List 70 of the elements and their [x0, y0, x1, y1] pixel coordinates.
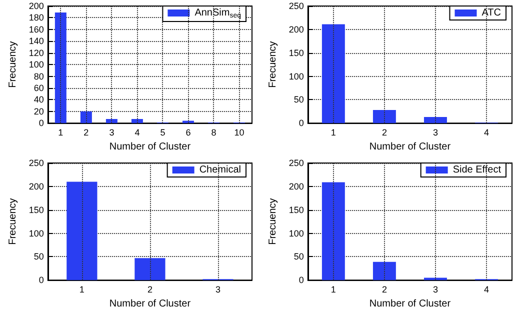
y-tick-label: 150	[28, 204, 44, 215]
bar	[131, 119, 143, 124]
bar	[80, 111, 92, 124]
x-axis-title: Number of Cluster	[109, 142, 192, 152]
y-tick-label: 0	[38, 275, 44, 286]
y-tick-label: 150	[288, 204, 304, 215]
x-tick-label: 3	[432, 284, 438, 295]
x-tick-label: 4	[134, 128, 140, 138]
y-tick-label: 50	[294, 94, 304, 105]
y-tick-label: 0	[38, 118, 44, 128]
bar	[372, 262, 396, 280]
y-tick-label: 40	[34, 94, 44, 105]
y-tick-label: 0	[298, 275, 304, 286]
bar	[372, 110, 396, 124]
x-tick-label: 1	[330, 128, 336, 138]
y-tick-label: 120	[28, 48, 44, 58]
x-tick-label: 1	[79, 284, 84, 295]
y-tick-label: 100	[28, 228, 44, 238]
y-tick-label: 180	[28, 12, 44, 23]
y-tick-label: 100	[288, 228, 304, 238]
y-tick-label: 200	[288, 24, 304, 34]
x-axis-title: Number of Cluster	[369, 298, 452, 310]
x-tick-label: 2	[382, 284, 387, 295]
y-tick-label: 50	[294, 252, 304, 262]
x-tick-label: 4	[484, 284, 489, 295]
x-tick-label: 3	[215, 284, 220, 295]
y-tick-label: 250	[288, 158, 304, 168]
y-tick-label: 0	[298, 118, 304, 128]
legend-label: Chemical	[199, 164, 242, 176]
x-tick-label: 1	[58, 128, 64, 138]
y-tick-label: 60	[34, 82, 44, 93]
y-tick-label: 200	[28, 181, 44, 192]
y-tick-label: 200	[28, 1, 44, 11]
y-tick-label: 250	[288, 1, 304, 11]
bar	[424, 117, 447, 124]
x-tick-label: 1	[330, 284, 336, 295]
bar	[134, 258, 166, 280]
x-tick-label: 10	[234, 128, 244, 138]
y-axis-title: Frecuency	[268, 198, 278, 245]
y-tick-label: 160	[28, 24, 44, 34]
y-axis-title: Frecuency	[8, 198, 18, 245]
bar	[106, 119, 118, 124]
y-tick-label: 150	[288, 48, 304, 58]
x-axis-title: Number of Cluster	[109, 298, 192, 310]
bar	[322, 182, 345, 280]
x-tick-label: 8	[211, 128, 216, 138]
y-tick-label: 250	[28, 158, 44, 168]
x-tick-label: 3	[109, 128, 114, 138]
legend-label: ATC	[482, 8, 502, 18]
x-tick-label: 5	[160, 128, 166, 138]
x-tick-label: 3	[432, 128, 438, 138]
x-tick-label: 2	[147, 284, 152, 295]
y-tick-label: 100	[288, 71, 304, 82]
bar	[66, 182, 98, 280]
y-tick-label: 80	[34, 71, 44, 82]
bar	[54, 12, 66, 124]
y-axis-title: Frecuency	[268, 41, 278, 88]
legend-label: Side Effect	[452, 164, 502, 176]
x-tick-label: 4	[484, 128, 489, 138]
x-tick-label: 2	[382, 128, 387, 138]
y-axis-title: Frecuency	[8, 41, 18, 88]
y-tick-label: 140	[28, 36, 44, 46]
y-tick-label: 200	[288, 181, 304, 192]
x-tick-label: 6	[186, 128, 191, 138]
bar	[322, 24, 345, 124]
y-tick-label: 20	[34, 106, 44, 116]
y-tick-label: 100	[28, 60, 44, 70]
x-tick-label: 2	[84, 128, 89, 138]
x-axis-title: Number of Cluster	[369, 142, 452, 152]
y-tick-label: 50	[34, 252, 44, 262]
